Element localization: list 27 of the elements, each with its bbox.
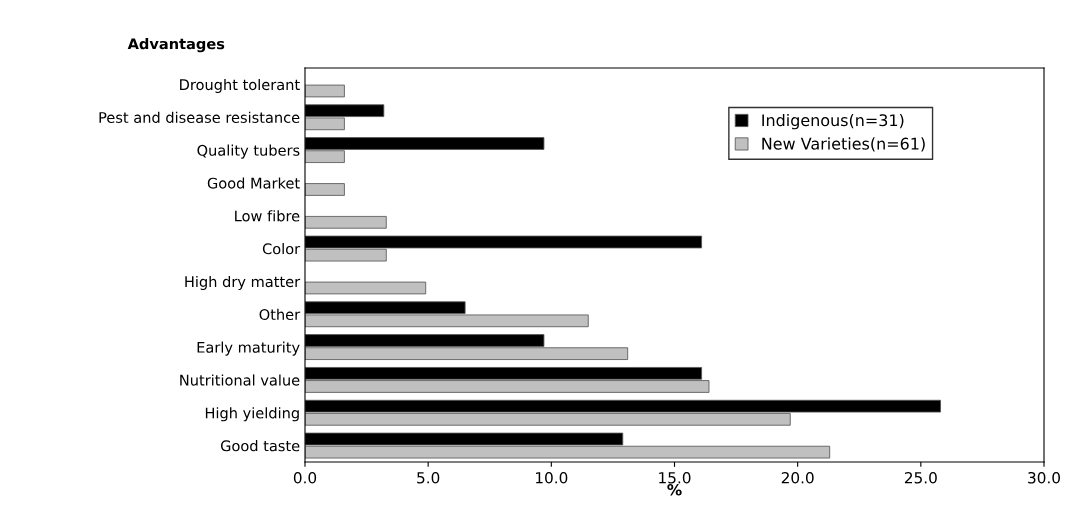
y-tick-label: High dry matter (185, 275, 301, 290)
y-tick-label: Nutritional value (180, 374, 300, 386)
legend-label: New Varieties(n=61) (762, 137, 925, 152)
x-tick-label: 0.0 (293, 471, 317, 484)
bar (305, 281, 427, 295)
y-tick-label: Color (262, 243, 301, 255)
bar (305, 215, 387, 229)
legend-label: Indigenous(n=31) (762, 113, 904, 130)
x-tick-label: 25.0 (904, 471, 937, 484)
x-tick-label: 5.0 (417, 471, 440, 484)
x-tick-label: 15.0 (659, 471, 691, 484)
y-tick-label: Drought tolerant (180, 78, 300, 93)
y-axis-title: Advantages (127, 38, 225, 53)
x-tick-label: 20.0 (781, 471, 814, 484)
bar (305, 183, 345, 196)
y-tick-label: Pest and disease resistance (99, 111, 300, 123)
y-tick-label: Early maturity (197, 341, 300, 356)
y-tick-label: Quality tubers (197, 144, 300, 159)
y-tick-label: Low fibre (235, 210, 300, 222)
y-tick-label: High yielding (205, 407, 299, 422)
y-tick-label: Good taste (220, 440, 300, 452)
x-tick-label: 30.0 (1028, 471, 1060, 484)
x-tick-label: 10.0 (536, 471, 568, 484)
bar (305, 84, 345, 98)
y-tick-label: Other (259, 308, 301, 320)
y-tick-label: Good Market (207, 177, 300, 189)
x-axis-title: % (667, 484, 682, 496)
